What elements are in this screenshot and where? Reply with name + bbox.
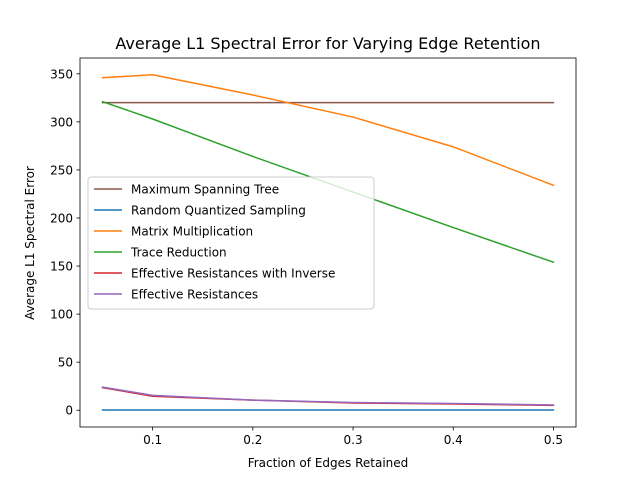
series-line-matrix-multiplication xyxy=(101,74,555,187)
x-tick-label: 0.2 xyxy=(243,433,262,447)
y-tick-label: 200 xyxy=(50,211,73,225)
y-tick-label: 250 xyxy=(50,163,73,177)
y-tick-label: 50 xyxy=(58,356,73,370)
legend: Maximum Spanning Tree Random Quantized Sa… xyxy=(87,176,375,310)
legend-entry-label: Effective Resistances xyxy=(131,288,258,302)
x-tick-label: 0.3 xyxy=(344,433,363,447)
axes-frame xyxy=(79,57,577,428)
legend-entry-label: Maximum Spanning Tree xyxy=(131,183,279,197)
series-layer xyxy=(101,74,555,411)
chart-title: Average L1 Spectral Error for Varying Ed… xyxy=(115,34,540,53)
y-tick-label: 100 xyxy=(50,308,73,322)
legend-entry-label: Matrix Multiplication xyxy=(131,225,253,239)
axes-layer: 0.1 0.2 0.3 0.4 0.5 0 50 100 150 200 250 300 350 xyxy=(50,57,577,447)
legend-entry-label: Effective Resistances with Inverse xyxy=(131,267,335,281)
y-tick-label: 350 xyxy=(50,67,73,81)
y-axis-label: Average L1 Spectral Error xyxy=(23,166,37,320)
series-line-trace-reduction xyxy=(101,100,555,264)
legend-entry-label: Trace Reduction xyxy=(130,246,227,260)
legend-box xyxy=(87,176,375,310)
y-tick-label: 300 xyxy=(50,115,73,129)
x-tick-label: 0.5 xyxy=(544,433,563,447)
legend-entry-label: Random Quantized Sampling xyxy=(131,204,306,218)
y-tick-label: 150 xyxy=(50,260,73,274)
x-tick-label: 0.1 xyxy=(143,433,162,447)
x-axis-label: Fraction of Edges Retained xyxy=(248,456,409,470)
x-tick-label: 0.4 xyxy=(444,433,463,447)
series-line-effective-resistances xyxy=(101,386,555,406)
y-tick-label: 0 xyxy=(65,404,73,418)
